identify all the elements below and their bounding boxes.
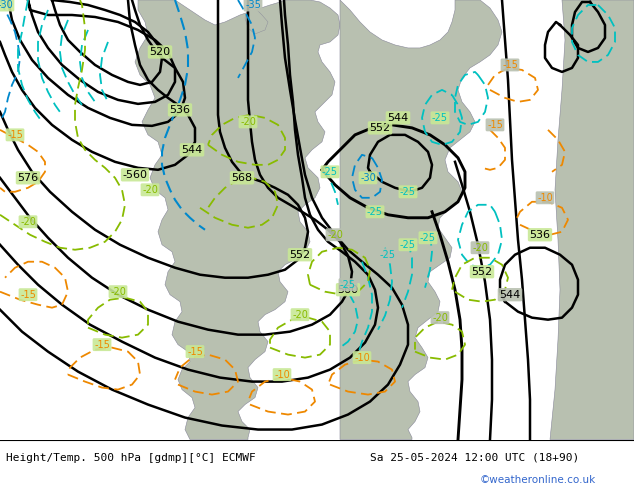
Text: ©weatheronline.co.uk: ©weatheronline.co.uk — [480, 475, 596, 485]
Polygon shape — [340, 0, 502, 440]
Text: -35: -35 — [245, 0, 261, 10]
Text: -20: -20 — [472, 243, 488, 253]
Text: -25: -25 — [380, 250, 396, 260]
Text: -20: -20 — [20, 217, 36, 227]
Text: -10: -10 — [354, 353, 370, 363]
Text: -25: -25 — [367, 207, 383, 217]
Text: -15: -15 — [7, 130, 23, 140]
Text: -30: -30 — [0, 0, 13, 10]
Text: -20: -20 — [142, 185, 158, 195]
Text: -30: -30 — [360, 173, 376, 183]
Text: 520: 520 — [150, 47, 171, 57]
Polygon shape — [245, 0, 268, 34]
Text: 552: 552 — [290, 250, 311, 260]
Text: 536: 536 — [169, 105, 190, 115]
Text: -25: -25 — [322, 167, 338, 177]
Text: 576: 576 — [18, 173, 39, 183]
Text: 536: 536 — [529, 230, 550, 240]
Text: -15: -15 — [94, 340, 110, 350]
Text: -25: -25 — [420, 233, 436, 243]
Text: Sa 25-05-2024 12:00 UTC (18+90): Sa 25-05-2024 12:00 UTC (18+90) — [370, 453, 579, 463]
Text: -10: -10 — [537, 193, 553, 203]
Text: -20: -20 — [292, 310, 308, 319]
Text: -25: -25 — [400, 187, 416, 197]
Text: 544: 544 — [387, 113, 409, 123]
Text: -20: -20 — [432, 313, 448, 322]
Text: Height/Temp. 500 hPa [gdmp][°C] ECMWF: Height/Temp. 500 hPa [gdmp][°C] ECMWF — [6, 453, 256, 463]
Text: 552: 552 — [472, 267, 493, 277]
Text: -25: -25 — [400, 240, 416, 250]
Text: -25: -25 — [340, 280, 356, 290]
Polygon shape — [550, 0, 634, 440]
Text: -20: -20 — [327, 230, 343, 240]
Text: 560: 560 — [337, 285, 358, 294]
Text: -15: -15 — [187, 346, 203, 357]
Text: 544: 544 — [500, 290, 521, 300]
Text: -15: -15 — [502, 60, 518, 70]
Text: -20: -20 — [110, 287, 126, 296]
Text: -10: -10 — [274, 369, 290, 380]
Text: -15: -15 — [487, 120, 503, 130]
Text: -25: -25 — [432, 113, 448, 123]
Text: 568: 568 — [231, 173, 252, 183]
Text: -15: -15 — [20, 290, 36, 300]
Text: 552: 552 — [370, 123, 391, 133]
Polygon shape — [135, 0, 340, 440]
Text: -20: -20 — [240, 117, 256, 127]
Text: 544: 544 — [181, 145, 203, 155]
Text: -560: -560 — [122, 170, 148, 180]
